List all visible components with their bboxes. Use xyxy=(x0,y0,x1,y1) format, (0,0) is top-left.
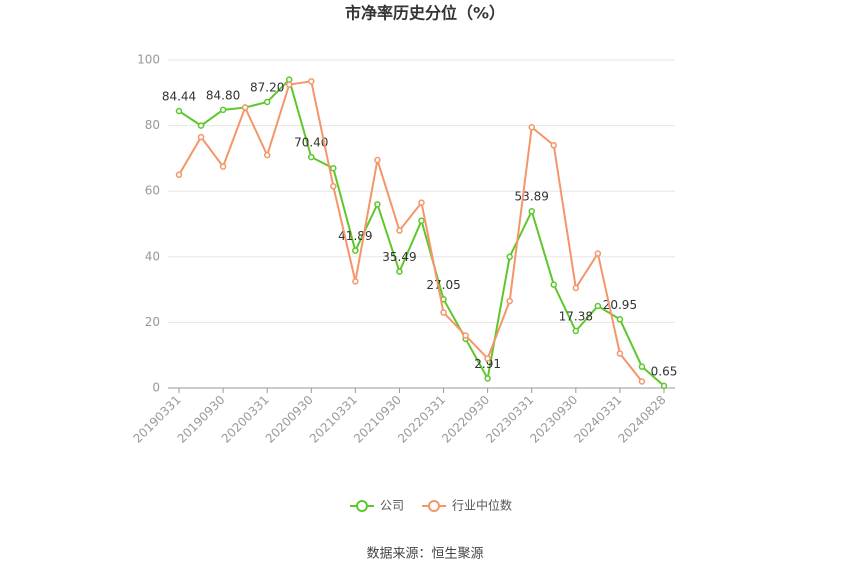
data-point xyxy=(528,207,535,215)
data-point xyxy=(506,253,513,261)
chart-title: 市净率历史分位（%） xyxy=(345,4,505,23)
data-label: 0.65 xyxy=(651,364,678,378)
data-point xyxy=(528,123,535,131)
legend-marker xyxy=(428,500,441,512)
series-line xyxy=(178,80,643,383)
y-tick-label: 60 xyxy=(145,184,160,198)
data-point xyxy=(241,104,249,111)
data-point xyxy=(219,163,227,170)
data-label: 53.89 xyxy=(515,190,549,204)
data-label: 17.38 xyxy=(559,309,593,323)
y-tick-label: 100 xyxy=(137,53,160,67)
data-point xyxy=(330,164,337,172)
data-point xyxy=(506,297,513,305)
data-point xyxy=(440,309,447,316)
data-label: 87.20 xyxy=(250,80,284,94)
data-point xyxy=(263,151,271,159)
data-point xyxy=(550,142,558,149)
data-point xyxy=(396,227,403,234)
data-point xyxy=(484,355,491,362)
data-point xyxy=(330,183,337,190)
y-tick-label: 20 xyxy=(145,315,160,329)
data-point xyxy=(660,382,668,390)
data-point xyxy=(197,122,205,129)
data-point xyxy=(285,81,293,88)
data-point xyxy=(638,378,646,385)
data-point xyxy=(374,156,381,164)
data-point xyxy=(418,199,425,206)
data-label: 20.95 xyxy=(603,298,637,312)
data-point xyxy=(462,332,469,339)
data-point xyxy=(594,250,602,257)
data-point xyxy=(484,375,491,382)
y-tick-label: 40 xyxy=(145,249,160,263)
data-point xyxy=(197,133,205,141)
data-point xyxy=(308,78,315,85)
data-label: 27.05 xyxy=(426,278,460,292)
data-point xyxy=(175,171,183,179)
data-point xyxy=(308,153,315,161)
data-point xyxy=(263,98,271,106)
data-point xyxy=(352,278,359,285)
data-point xyxy=(175,107,183,115)
source: 数据来源：恒生聚源 xyxy=(366,547,483,562)
x-tick-label: 20240828 xyxy=(616,393,669,446)
data-label: 70.40 xyxy=(294,136,328,150)
data-label: 2.91 xyxy=(474,357,501,371)
y-tick-label: 80 xyxy=(145,118,160,132)
data-point xyxy=(219,106,227,114)
data-point xyxy=(638,363,646,370)
data-label: 84.44 xyxy=(162,90,196,104)
legend-label: 公司 xyxy=(380,499,404,513)
data-point xyxy=(594,302,602,310)
data-point xyxy=(396,268,403,275)
data-label: 35.49 xyxy=(382,250,416,264)
data-point xyxy=(572,284,580,292)
data-label: 84.80 xyxy=(206,88,240,102)
data-point xyxy=(550,281,558,288)
legend-marker xyxy=(356,500,368,512)
data-point xyxy=(352,247,359,254)
legend-label: 行业中位数 xyxy=(452,498,512,513)
data-point xyxy=(616,316,624,323)
y-tick-label: 0 xyxy=(152,381,160,395)
data-point xyxy=(572,327,580,335)
data-point xyxy=(374,201,381,208)
data-point xyxy=(616,350,624,357)
data-point xyxy=(418,217,425,224)
